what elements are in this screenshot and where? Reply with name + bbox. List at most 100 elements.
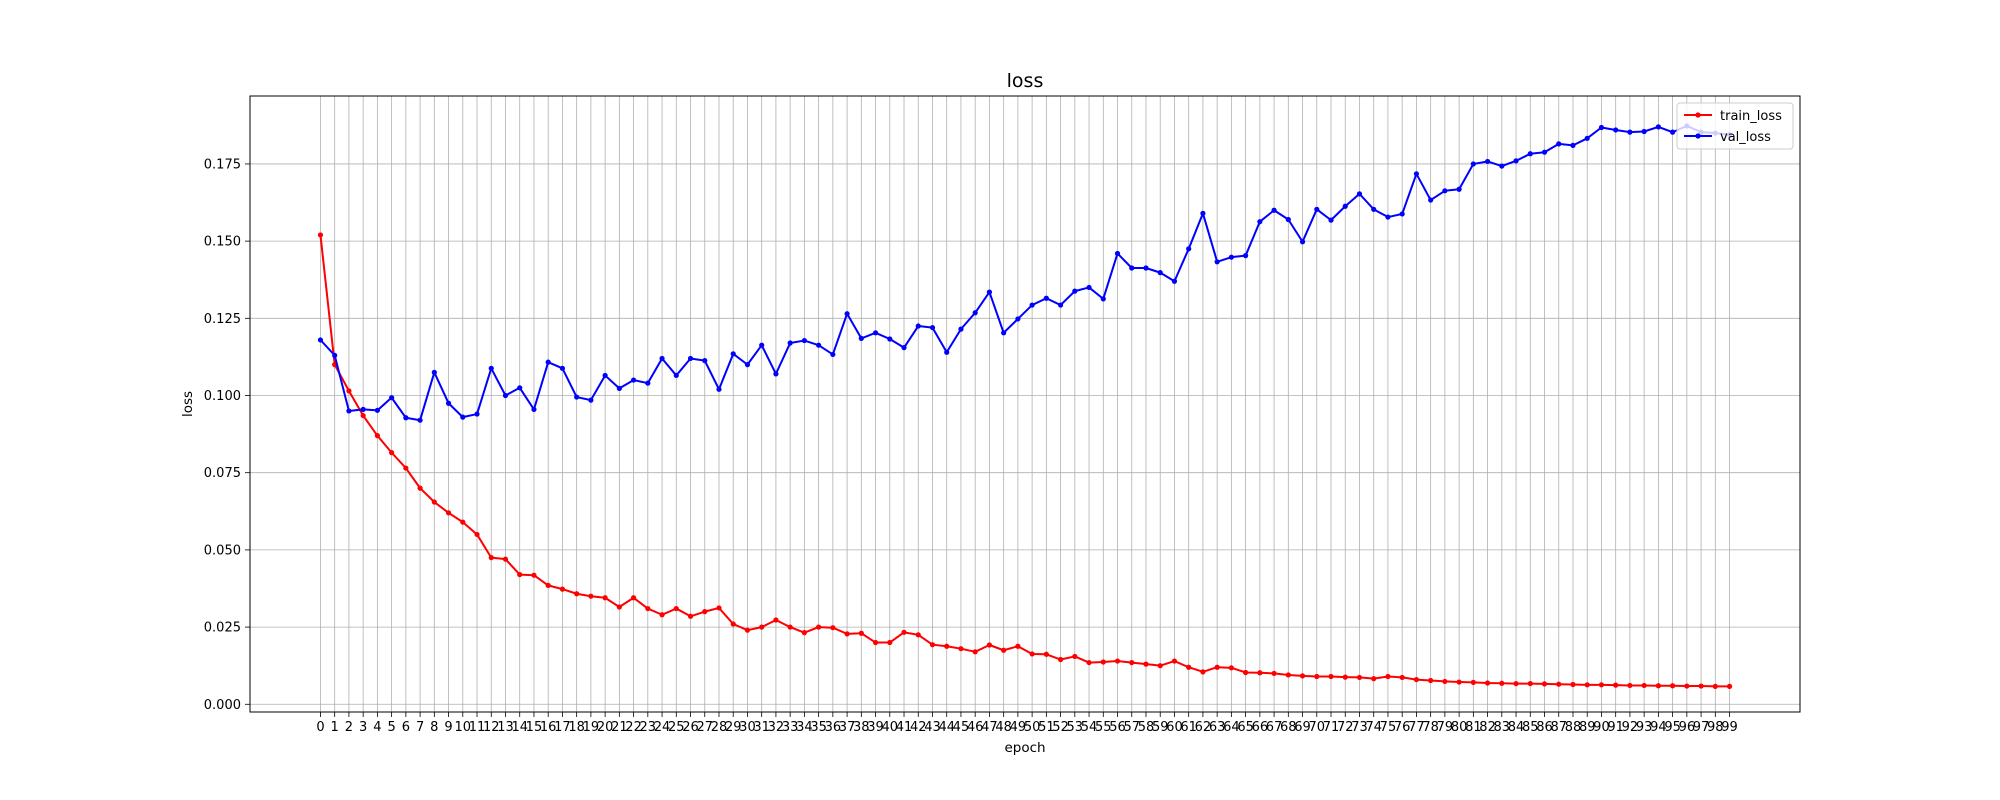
data-point-val-loss [431,369,437,375]
x-axis-label: epoch [1004,740,1045,756]
data-point-val-loss [1598,124,1605,131]
x-tick-label: 79 [1437,720,1454,735]
x-tick-label: 90 [1593,720,1610,735]
x-tick-label: 83 [1494,720,1511,735]
x-tick-label: 85 [1522,720,1539,735]
x-tick-label: 30 [739,720,756,735]
legend-marker-train-loss [1695,112,1701,118]
data-point-train-loss [574,591,580,597]
data-point-val-loss [1157,270,1163,276]
data-point-val-loss [915,323,921,329]
x-tick-label: 18 [568,720,585,735]
x-tick-label: 28 [711,720,728,735]
x-tick-label: 96 [1679,720,1696,735]
data-point-train-loss [360,412,366,419]
data-point-val-loss [574,394,580,400]
data-point-train-loss [1698,683,1704,689]
y-tick-label: 0.175 [204,157,241,172]
data-point-train-loss [1285,672,1291,678]
y-tick-label: 0.000 [204,698,241,713]
x-tick-label: 58 [1138,720,1155,735]
data-point-val-loss [1570,142,1576,149]
data-point-train-loss [1712,683,1718,689]
data-point-val-loss [517,385,523,391]
data-point-val-loss [1314,206,1320,212]
data-point-val-loss [972,310,978,316]
data-point-val-loss [1527,151,1533,157]
data-point-train-loss [1513,680,1519,687]
x-tick-label: 2 [345,720,353,735]
data-point-val-loss [1299,239,1306,245]
x-tick-label: 16 [540,720,557,735]
x-tick-label: 67 [1266,720,1283,735]
data-point-val-loss [1442,188,1448,194]
y-tick-label: 0.125 [204,312,241,327]
data-point-val-loss [716,386,722,392]
x-tick-label: 1 [331,720,339,735]
data-point-val-loss [1186,246,1192,252]
data-point-val-loss [460,414,466,420]
data-point-train-loss [673,605,679,612]
data-point-val-loss [531,406,537,413]
data-point-train-loss [872,639,879,646]
data-point-val-loss [687,355,694,362]
x-tick-label: 6 [402,720,410,735]
x-tick-label: 7 [416,720,424,735]
data-point-train-loss [602,595,608,601]
data-point-val-loss [445,400,452,406]
data-point-val-loss [1399,211,1405,217]
data-point-train-loss [1100,659,1106,665]
data-point-train-loss [1428,677,1434,684]
data-point-train-loss [1157,663,1163,669]
data-point-train-loss [1499,680,1505,686]
data-point-train-loss [559,586,566,592]
data-point-train-loss [787,624,793,630]
x-tick-label: 95 [1664,720,1681,735]
y-tick-label: 0.100 [204,389,241,404]
data-point-train-loss [1214,664,1220,670]
x-tick-label: 20 [597,720,614,735]
data-point-val-loss [1499,163,1505,169]
x-tick-label: 0 [316,720,324,735]
x-tick-label: 71 [1323,720,1340,735]
data-point-train-loss [431,499,437,505]
data-point-train-loss [588,593,594,599]
data-point-train-loss [1143,661,1149,667]
data-point-train-loss [317,232,324,238]
data-point-val-loss [1484,158,1491,165]
data-point-train-loss [1186,664,1192,670]
data-point-val-loss [488,365,494,371]
data-point-val-loss [702,358,708,364]
data-point-val-loss [1627,129,1633,135]
data-point-val-loss [1670,129,1676,135]
data-point-val-loss [1072,288,1078,294]
data-point-val-loss [787,340,793,346]
legend-label-train-loss: train_loss [1720,109,1782,124]
x-tick-label: 50 [1024,720,1041,735]
data-point-val-loss [830,351,836,358]
data-point-train-loss [687,613,694,619]
data-point-val-loss [1257,219,1263,225]
data-point-train-loss [1598,682,1605,688]
data-point-train-loss [716,605,722,611]
x-tick-label: 61 [1180,720,1197,735]
x-tick-label: 89 [1579,720,1596,735]
x-tick-label: 62 [1195,720,1212,735]
data-point-train-loss [1556,681,1562,687]
data-point-train-loss [1129,659,1135,666]
x-tick-label: 43 [924,720,941,735]
data-point-val-loss [1456,186,1462,192]
data-point-val-loss [403,415,409,421]
data-point-train-loss [389,450,395,456]
x-tick-label: 15 [526,720,543,735]
x-tick-label: 45 [953,720,970,735]
data-point-train-loss [1442,678,1448,685]
data-point-val-loss [673,372,679,379]
x-tick-label: 24 [654,720,671,735]
x-tick-label: 64 [1223,720,1240,735]
data-point-val-loss [1271,207,1277,213]
data-point-train-loss [1584,682,1590,688]
x-tick-label: 88 [1565,720,1582,735]
data-point-train-loss [773,617,779,623]
y-tick-label: 0.150 [204,235,241,250]
